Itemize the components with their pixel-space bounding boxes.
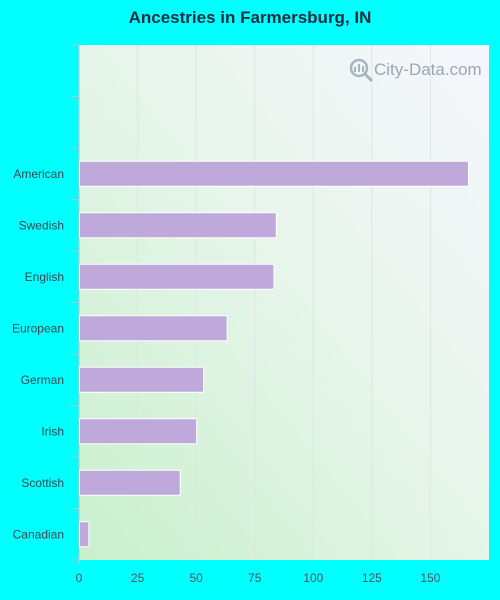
category-label-scottish: Scottish bbox=[21, 476, 64, 490]
x-tick-label-0: 0 bbox=[76, 571, 83, 585]
category-label-european: European bbox=[12, 321, 64, 335]
category-label-english: English bbox=[25, 270, 64, 284]
category-label-american: American bbox=[13, 167, 64, 181]
bar-english bbox=[79, 263, 275, 290]
bar-german bbox=[79, 366, 205, 393]
category-label-swedish: Swedish bbox=[19, 218, 64, 232]
x-tick-label-3: 75 bbox=[248, 571, 262, 585]
x-tick-label-1: 25 bbox=[131, 571, 145, 585]
x-tick-label-2: 50 bbox=[189, 571, 203, 585]
bar-canadian bbox=[79, 521, 90, 548]
bar-european bbox=[79, 315, 228, 342]
category-labels: American Swedish English European German Iris… bbox=[12, 167, 64, 542]
category-label-canadian: Canadian bbox=[13, 527, 64, 541]
watermark: City-Data.com bbox=[349, 58, 482, 82]
x-tick-label-6: 150 bbox=[420, 571, 440, 585]
category-label-german: German bbox=[21, 373, 64, 387]
bar-scottish bbox=[79, 469, 181, 496]
bars bbox=[79, 160, 469, 548]
x-tick-labels: 0 25 50 75 100 125 150 bbox=[76, 571, 441, 585]
bar-swedish bbox=[79, 212, 277, 239]
magnifier-icon bbox=[349, 58, 373, 82]
category-label-irish: Irish bbox=[41, 424, 64, 438]
bar-american bbox=[79, 160, 469, 187]
x-tick-label-5: 125 bbox=[362, 571, 382, 585]
axes bbox=[71, 44, 80, 564]
x-tick-label-4: 100 bbox=[303, 571, 323, 585]
watermark-text: City-Data.com bbox=[374, 60, 482, 79]
chart-title: Ancestries in Farmersburg, IN bbox=[128, 8, 372, 27]
bar-irish bbox=[79, 418, 198, 445]
